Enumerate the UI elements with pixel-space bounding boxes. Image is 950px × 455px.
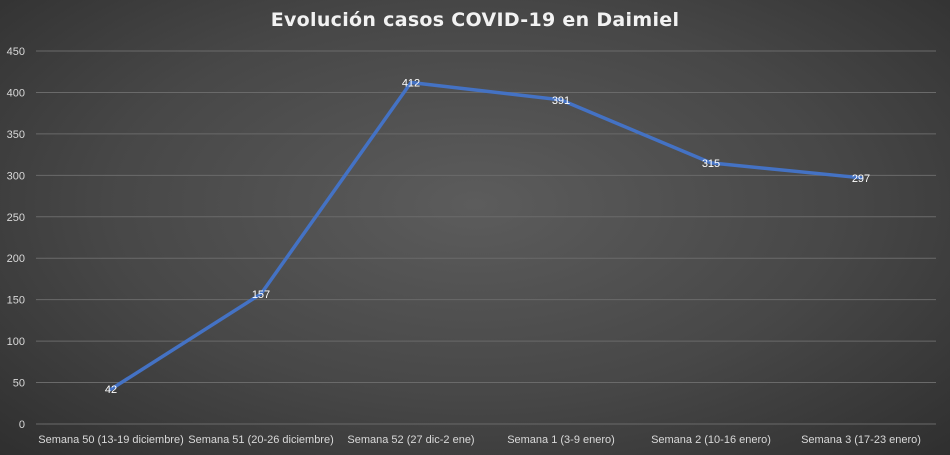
data-label: 412 bbox=[402, 77, 420, 89]
y-tick-label: 250 bbox=[7, 212, 25, 224]
y-tick-label: 300 bbox=[7, 170, 25, 182]
y-tick-label: 0 bbox=[19, 419, 25, 431]
x-tick-label: Semana 50 (13-19 diciembre) bbox=[38, 434, 184, 446]
x-tick-label: Semana 51 (20-26 diciembre) bbox=[188, 434, 334, 446]
y-tick-label: 100 bbox=[7, 336, 25, 348]
data-label: 157 bbox=[252, 289, 270, 301]
data-label: 297 bbox=[852, 173, 870, 185]
gridlines bbox=[36, 50, 936, 425]
data-label: 315 bbox=[702, 158, 720, 170]
data-label: 42 bbox=[105, 384, 117, 396]
y-tick-label: 200 bbox=[7, 253, 25, 265]
y-tick-label: 150 bbox=[7, 295, 25, 307]
x-tick-label: Semana 52 (27 dic-2 ene) bbox=[347, 434, 474, 446]
y-tick-label: 50 bbox=[13, 378, 25, 390]
x-tick-label: Semana 2 (10-16 enero) bbox=[651, 434, 771, 446]
x-axis-ticks: Semana 50 (13-19 diciembre) Semana 51 (20… bbox=[38, 434, 921, 446]
y-axis-ticks: 0 50 100 150 200 250 300 350 400 450 bbox=[7, 46, 25, 431]
series-line bbox=[109, 80, 863, 391]
data-label: 391 bbox=[552, 95, 570, 107]
data-labels: 42 157 412 391 315 297 bbox=[105, 77, 870, 396]
x-tick-label: Semana 3 (17-23 enero) bbox=[801, 434, 921, 446]
y-tick-label: 400 bbox=[7, 87, 25, 99]
x-tick-label: Semana 1 (3-9 enero) bbox=[507, 434, 615, 446]
y-tick-label: 350 bbox=[7, 129, 25, 141]
chart-title: Evolución casos COVID-19 en Daimiel bbox=[270, 9, 680, 31]
y-tick-label: 450 bbox=[7, 46, 25, 58]
series-line-layer bbox=[109, 80, 863, 391]
